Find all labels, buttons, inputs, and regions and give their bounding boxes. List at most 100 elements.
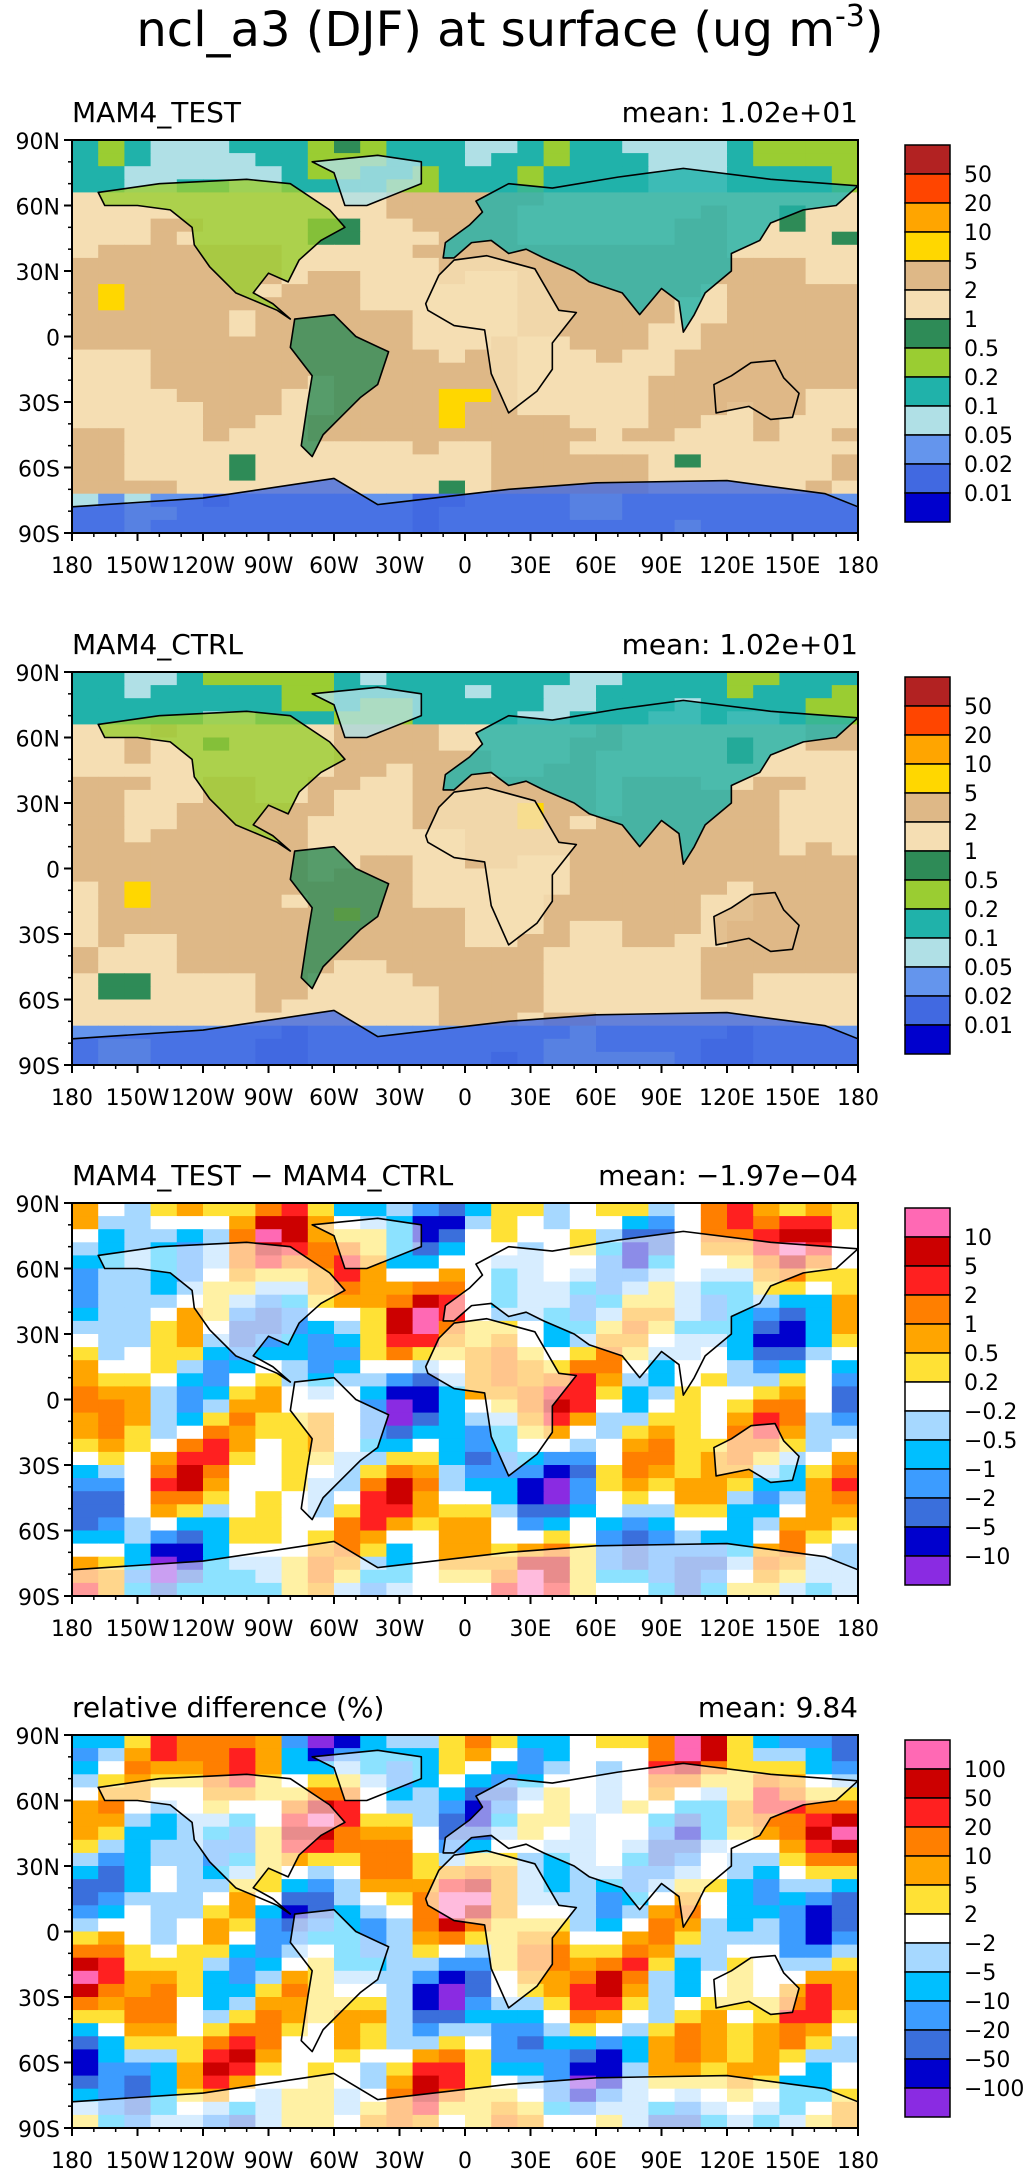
field-cell: [412, 1491, 440, 1505]
title-superscript: -3: [835, 0, 865, 34]
field-cell: [831, 1905, 858, 1919]
field-cell: [72, 2023, 99, 2037]
field-cell: [124, 297, 152, 311]
field-cell: [438, 1787, 466, 1802]
field-cell: [150, 1748, 178, 1762]
field-cell: [491, 166, 518, 180]
field-cell: [491, 153, 518, 167]
field-cell: [229, 1957, 256, 1972]
field-cell: [386, 1334, 414, 1348]
field-cell: [438, 349, 466, 364]
field-cell: [543, 1983, 571, 1998]
field-cell: [674, 441, 702, 455]
field-cell: [831, 1334, 858, 1348]
field-cell: [72, 685, 99, 699]
field-cell: [124, 1360, 152, 1374]
x-tick-label: 60W: [309, 1617, 359, 1642]
field-cell: [176, 2062, 204, 2077]
field-cell: [569, 1438, 597, 1453]
field-cell: [72, 415, 99, 429]
field-cell: [727, 1478, 754, 1492]
field-cell: [124, 454, 152, 469]
field-cell: [465, 375, 492, 390]
field-cell: [517, 2023, 545, 2037]
field-cell: [569, 868, 597, 883]
field-cell: [805, 842, 833, 856]
field-cell: [176, 441, 204, 455]
field-cell: [543, 934, 571, 948]
field-cell: [176, 2023, 204, 2037]
field-cell: [281, 1229, 309, 1243]
field-cell: [203, 1425, 230, 1440]
field-cell: [779, 2062, 807, 2077]
field-cell: [229, 1504, 256, 1518]
field-cell: [72, 1360, 99, 1374]
field-cell: [334, 1294, 361, 1309]
field-cell: [779, 829, 807, 843]
field-cell: [72, 907, 99, 922]
field-cell: [438, 737, 466, 752]
field-cell: [727, 1216, 754, 1230]
field-cell: [674, 1983, 702, 1998]
field-cell: [360, 1294, 387, 1309]
field-cell: [98, 1412, 125, 1427]
colorbar-label: 0.02: [964, 985, 1013, 1010]
field-cell: [334, 816, 361, 830]
coastline: [442, 699, 858, 865]
field-cell: [648, 947, 676, 961]
field-cell: [412, 205, 440, 220]
field-cell: [360, 855, 387, 870]
colorbar-label: −0.2: [964, 1400, 1017, 1425]
field-cell: [596, 297, 623, 311]
field-cell: [517, 960, 545, 974]
field-cell: [150, 1735, 178, 1749]
field-cell: [438, 454, 466, 469]
field-cell: [648, 1399, 676, 1414]
field-cell: [412, 1012, 440, 1027]
field-cell: [124, 999, 152, 1014]
field-cell: [465, 672, 492, 686]
field-cell: [176, 1983, 204, 1998]
field-cell: [72, 999, 99, 1014]
field-cell: [203, 1438, 230, 1453]
field-cell: [360, 1826, 387, 1841]
field-cell: [753, 140, 780, 154]
field-cell: [255, 1761, 283, 1775]
field-cell: [517, 1478, 545, 1492]
field-cell: [124, 323, 152, 338]
field-cell: [255, 323, 283, 338]
field-cell: [176, 428, 204, 442]
field-cell: [176, 1229, 204, 1243]
field-cell: [124, 1839, 152, 1854]
field-cell: [700, 1373, 728, 1387]
field-cell: [596, 441, 623, 455]
field-cell: [779, 166, 807, 180]
field-cell: [176, 672, 204, 686]
field-cell: [648, 441, 676, 455]
field-cell: [727, 1360, 754, 1374]
field-cell: [648, 362, 676, 377]
field-cell: [124, 218, 152, 233]
field-cell: [124, 415, 152, 429]
field-cell: [753, 1399, 780, 1414]
field-cell: [465, 894, 492, 909]
colorbar-label: −2: [964, 1487, 996, 1512]
field-cell: [465, 1465, 492, 1479]
field-cell: [465, 881, 492, 896]
x-tick-label: 120E: [699, 1617, 755, 1642]
field-cell: [176, 257, 204, 272]
field-cell: [779, 1879, 807, 1893]
field-cell: [596, 1451, 623, 1466]
field-cell: [360, 1530, 387, 1545]
field-cell: [569, 1983, 597, 1998]
field-cell: [753, 153, 780, 167]
field-cell: [727, 1399, 754, 1414]
field-cell: [412, 999, 440, 1014]
x-tick-label: 120W: [171, 1086, 235, 1111]
field-cell: [596, 388, 623, 403]
field-cell: [124, 1229, 152, 1243]
field-cell: [386, 1320, 414, 1335]
field-cell: [124, 934, 152, 948]
field-cell: [596, 894, 623, 909]
field-cell: [98, 1320, 125, 1335]
